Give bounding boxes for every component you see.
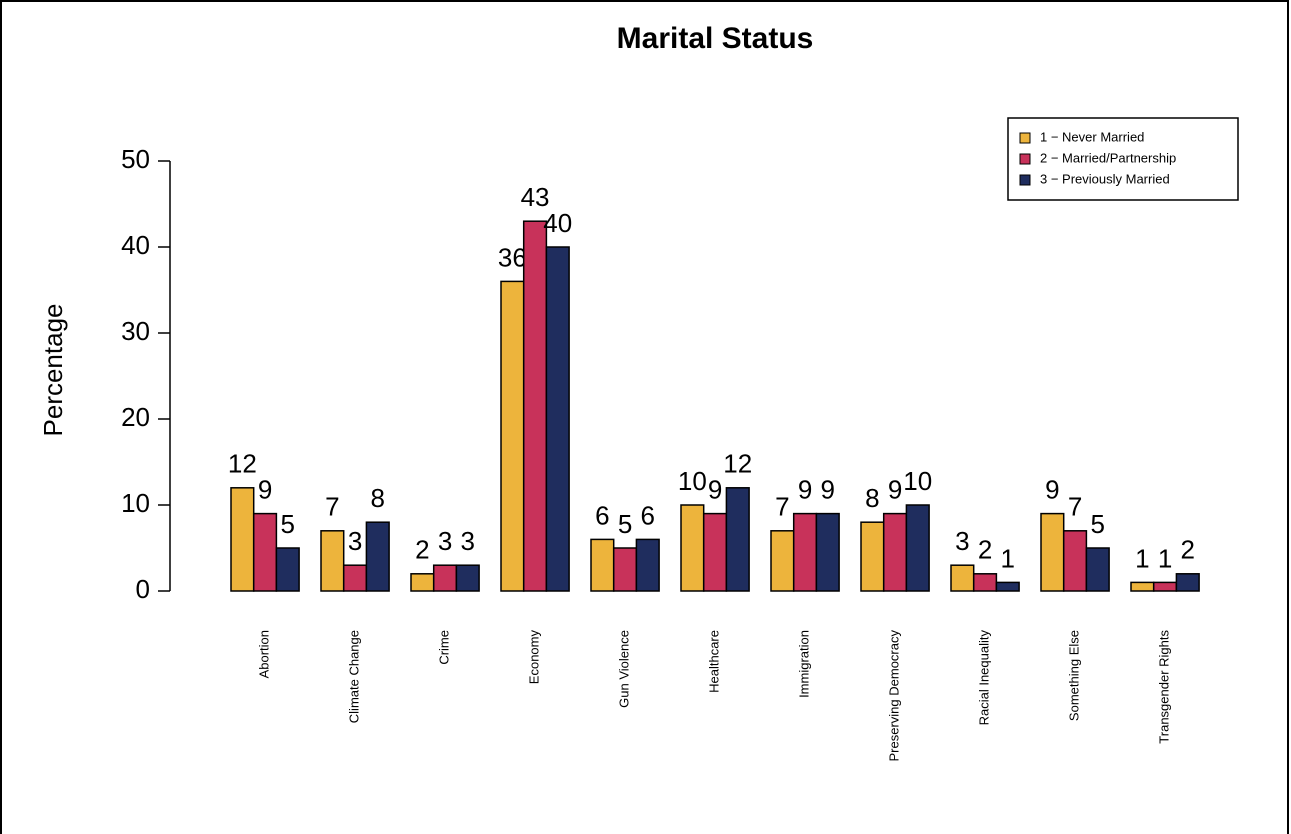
y-tick-label: 50 — [121, 144, 150, 174]
bar — [342, 564, 368, 592]
value-label: 43 — [521, 182, 550, 212]
bar — [230, 487, 255, 592]
bar — [950, 564, 975, 592]
value-label: 9 — [708, 474, 722, 504]
y-tick-label: 40 — [121, 230, 150, 260]
bar — [320, 530, 345, 592]
x-tick-label: Gun Violence — [616, 630, 631, 708]
bar — [522, 220, 548, 592]
y-tick-label: 10 — [121, 488, 150, 518]
value-label: 3 — [438, 526, 452, 556]
value-label: 1 — [1135, 543, 1149, 573]
value-label: 3 — [461, 526, 475, 556]
bar — [1175, 573, 1200, 592]
bar — [275, 547, 300, 592]
x-tick-label: Racial Inequality — [976, 630, 991, 726]
bar — [860, 521, 885, 592]
bar — [1040, 512, 1065, 592]
x-tick-label: Economy — [526, 630, 541, 685]
value-label: 5 — [1091, 509, 1105, 539]
bar — [1130, 581, 1155, 592]
legend-label: 3 − Previously Married — [1040, 171, 1170, 186]
value-label: 9 — [1045, 474, 1059, 504]
value-label: 6 — [595, 500, 609, 530]
bar — [1152, 581, 1178, 592]
bar — [410, 573, 435, 592]
value-label: 7 — [325, 492, 339, 522]
bar — [590, 538, 615, 592]
legend-swatch — [1019, 174, 1031, 186]
value-label: 3 — [955, 526, 969, 556]
bar — [432, 564, 458, 592]
bar — [792, 512, 818, 592]
value-label: 9 — [821, 474, 835, 504]
value-label: 1 — [1001, 543, 1015, 573]
y-tick-label: 30 — [121, 316, 150, 346]
value-label: 12 — [723, 449, 752, 479]
y-tick-label: 20 — [121, 402, 150, 432]
bar — [1062, 530, 1088, 592]
bar — [882, 512, 908, 592]
value-label: 7 — [775, 492, 789, 522]
bar — [815, 512, 840, 592]
bar — [500, 280, 525, 592]
value-label: 8 — [865, 483, 879, 513]
legend-label: 1 − Never Married — [1040, 129, 1144, 144]
chart-title: Marital Status — [617, 22, 814, 55]
bar — [725, 487, 750, 592]
value-label: 2 — [415, 535, 429, 565]
bar — [612, 547, 638, 592]
value-label: 10 — [678, 466, 707, 496]
bar — [770, 530, 795, 592]
value-label: 9 — [258, 474, 272, 504]
value-label: 5 — [281, 509, 295, 539]
y-axis-label: Percentage — [38, 304, 68, 437]
value-label: 2 — [978, 535, 992, 565]
value-label: 12 — [228, 449, 257, 479]
value-label: 8 — [371, 483, 385, 513]
x-tick-label: Healthcare — [706, 630, 721, 693]
bar — [1085, 547, 1110, 592]
bar — [702, 512, 728, 592]
x-tick-label: Abortion — [256, 630, 271, 678]
legend-swatch — [1019, 132, 1031, 144]
value-label: 3 — [348, 526, 362, 556]
value-label: 6 — [641, 500, 655, 530]
bar — [252, 512, 278, 592]
legend-box — [1007, 117, 1239, 201]
bar — [365, 521, 390, 592]
y-tick-label: 0 — [136, 574, 150, 604]
value-label: 9 — [798, 474, 812, 504]
value-label: 7 — [1068, 492, 1082, 522]
bar — [455, 564, 480, 592]
value-label: 40 — [543, 208, 572, 238]
legend-label: 2 − Married/Partnership — [1040, 150, 1176, 165]
x-tick-label: Crime — [436, 630, 451, 665]
bar — [545, 246, 570, 592]
value-label: 36 — [498, 242, 527, 272]
value-label: 1 — [1158, 543, 1172, 573]
value-label: 2 — [1181, 535, 1195, 565]
x-tick-label: Something Else — [1066, 630, 1081, 721]
x-tick-label: Immigration — [796, 630, 811, 698]
value-label: 9 — [888, 474, 902, 504]
bar — [905, 504, 930, 592]
x-tick-label: Climate Change — [346, 630, 361, 723]
bar — [995, 581, 1020, 592]
legend-swatch — [1019, 153, 1031, 165]
bar — [635, 538, 660, 592]
x-tick-label: Preserving Democracy — [886, 630, 901, 762]
x-tick-label: Transgender Rights — [1156, 630, 1171, 744]
value-label: 5 — [618, 509, 632, 539]
value-label: 10 — [903, 466, 932, 496]
bar — [972, 573, 998, 592]
bar — [680, 504, 705, 592]
